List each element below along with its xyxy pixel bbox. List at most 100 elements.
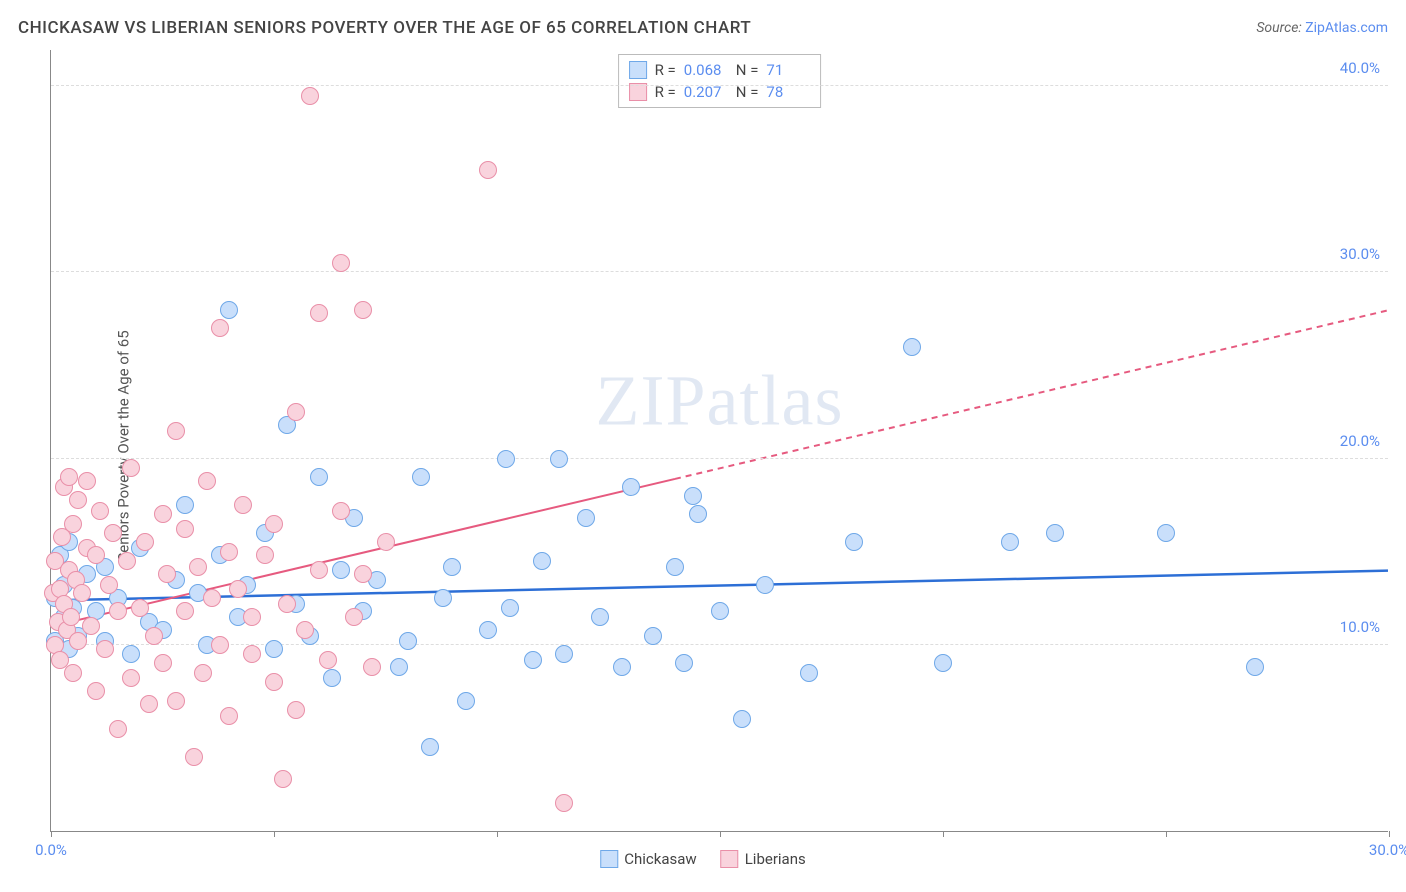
data-point [577,509,595,527]
watermark-zip: ZIP [596,361,707,441]
data-point [689,505,707,523]
data-point [154,654,172,672]
legend-item: Liberians [721,850,806,868]
swatch [600,850,618,868]
data-point [457,692,475,710]
data-point [229,580,247,598]
data-point [265,673,283,691]
y-tick-label: 30.0% [1340,245,1380,263]
stats-row: R = 0.068 N = 71 [629,59,811,81]
data-point [140,695,158,713]
data-point [78,472,96,490]
data-point [323,669,341,687]
data-point [62,608,80,626]
data-point [287,701,305,719]
data-point [220,707,238,725]
n-label: N = [736,61,759,79]
chart-title: CHICKASAW VS LIBERIAN SENIORS POVERTY OV… [18,18,751,38]
data-point [278,595,296,613]
data-point [501,599,519,617]
source-attribution: Source: ZipAtlas.com [1256,20,1388,36]
data-point [69,632,87,650]
data-point [73,584,91,602]
data-point [265,640,283,658]
r-value: 0.068 [684,61,728,79]
data-point [176,520,194,538]
data-point [234,496,252,514]
data-point [82,617,100,635]
data-point [87,546,105,564]
data-point [1001,533,1019,551]
data-point [87,682,105,700]
data-point [145,627,163,645]
data-point [733,710,751,728]
data-point [64,515,82,533]
data-point [243,608,261,626]
data-point [550,450,568,468]
data-point [622,478,640,496]
data-point [176,602,194,620]
legend-label: Chickasaw [624,850,696,868]
n-value: 71 [766,61,810,79]
data-point [310,468,328,486]
data-point [332,254,350,272]
data-point [675,654,693,672]
data-point [443,558,461,576]
stats-legend-box: R =0.068N =71R =0.207N =78 [618,54,822,108]
swatch [629,61,647,79]
data-point [203,589,221,607]
data-point [377,533,395,551]
data-point [310,561,328,579]
data-point [644,627,662,645]
data-point [345,608,363,626]
data-point [274,770,292,788]
data-point [211,319,229,337]
data-point [211,636,229,654]
data-point [198,472,216,490]
data-point [118,552,136,570]
data-point [354,565,372,583]
trend-lines [51,50,1388,831]
data-point [220,301,238,319]
data-point [136,533,154,551]
data-point [104,524,122,542]
data-point [109,720,127,738]
y-tick-label: 40.0% [1340,59,1380,77]
data-point [800,664,818,682]
plot-area: ZIPatlas R =0.068N =71R =0.207N =78 10.0… [50,50,1388,832]
data-point [131,599,149,617]
data-point [399,632,417,650]
x-tick-label: 0.0% [35,841,67,859]
y-tick-label: 20.0% [1340,432,1380,450]
r-label: R = [655,61,676,79]
data-point [756,576,774,594]
x-tick [720,831,721,837]
data-point [412,468,430,486]
data-point [167,422,185,440]
data-point [64,664,82,682]
data-point [287,403,305,421]
data-point [613,658,631,676]
data-point [591,608,609,626]
watermark-atlas: atlas [707,361,844,441]
x-tick [51,831,52,837]
data-point [69,491,87,509]
x-tick-label: 30.0% [1369,841,1406,859]
gridline-h [51,271,1388,272]
source-link[interactable]: ZipAtlas.com [1305,20,1388,36]
data-point [100,576,118,594]
x-tick [1389,831,1390,837]
y-tick-label: 10.0% [1340,618,1380,636]
header-row: CHICKASAW VS LIBERIAN SENIORS POVERTY OV… [18,18,1388,38]
data-point [434,589,452,607]
data-point [310,304,328,322]
data-point [91,502,109,520]
gridline-h [51,458,1388,459]
data-point [194,664,212,682]
data-point [296,621,314,639]
data-point [256,546,274,564]
data-point [109,602,127,620]
x-tick [943,831,944,837]
data-point [390,658,408,676]
source-label: Source: [1256,20,1301,36]
